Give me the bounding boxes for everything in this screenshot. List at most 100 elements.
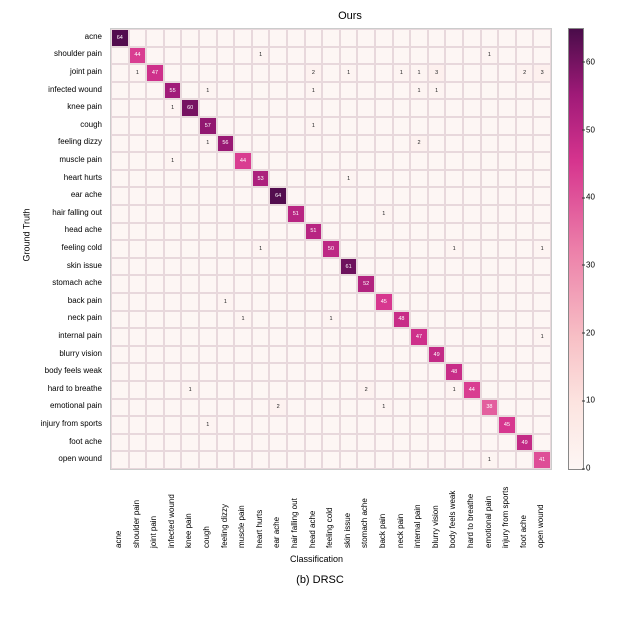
matrix-cell — [481, 434, 499, 452]
matrix-cell — [410, 205, 428, 223]
matrix-cell — [252, 328, 270, 346]
matrix-cell — [111, 135, 129, 153]
matrix-cell — [375, 99, 393, 117]
matrix-cell — [322, 434, 340, 452]
matrix-cell — [164, 117, 182, 135]
matrix-cell: 1 — [164, 99, 182, 117]
matrix-cell — [287, 170, 305, 188]
matrix-cell — [181, 82, 199, 100]
matrix-cell: 47 — [146, 64, 164, 82]
matrix-cell: 2 — [410, 135, 428, 153]
matrix-cell — [129, 223, 147, 241]
matrix-cell — [305, 363, 323, 381]
matrix-cell — [111, 64, 129, 82]
y-tick-label: neck pain — [10, 310, 106, 328]
matrix-cell — [111, 363, 129, 381]
matrix-cell — [111, 346, 129, 364]
x-tick-label: body feels weak — [444, 470, 462, 550]
matrix-cell — [393, 117, 411, 135]
matrix-cell — [533, 434, 551, 452]
x-tick-label: blurry vision — [427, 470, 445, 550]
matrix-cell — [410, 416, 428, 434]
matrix-cell — [340, 381, 358, 399]
matrix-cell — [445, 29, 463, 47]
matrix-cell — [445, 170, 463, 188]
matrix-cell — [463, 275, 481, 293]
matrix-cell — [357, 399, 375, 417]
matrix-cell — [146, 258, 164, 276]
matrix-cell — [322, 99, 340, 117]
matrix-cell: 2 — [357, 381, 375, 399]
matrix-cell — [357, 240, 375, 258]
matrix-cell — [129, 135, 147, 153]
matrix-cell — [428, 117, 446, 135]
matrix-cell — [111, 152, 129, 170]
matrix-cell — [393, 451, 411, 469]
matrix-cell — [445, 82, 463, 100]
matrix-cell — [234, 363, 252, 381]
matrix-cell — [287, 223, 305, 241]
matrix-cell: 51 — [287, 205, 305, 223]
matrix-cell — [428, 311, 446, 329]
confusion-matrix-grid: 6444111472111323551111160571156214453164… — [110, 28, 552, 470]
matrix-cell — [533, 363, 551, 381]
matrix-cell — [481, 82, 499, 100]
y-tick-label: shoulder pain — [10, 46, 106, 64]
matrix-cell — [199, 170, 217, 188]
matrix-cell — [533, 346, 551, 364]
matrix-cell — [287, 363, 305, 381]
matrix-cell: 1 — [181, 381, 199, 399]
matrix-cell — [533, 399, 551, 417]
matrix-cell — [129, 399, 147, 417]
matrix-cell — [234, 82, 252, 100]
matrix-cell — [516, 311, 534, 329]
matrix-cell — [287, 416, 305, 434]
colorbar-tick: 20 — [586, 328, 595, 337]
matrix-cell — [481, 275, 499, 293]
matrix-cell — [305, 187, 323, 205]
confusion-matrix-figure: Ours Ground Truth acneshoulder painjoint… — [10, 10, 630, 570]
matrix-cell — [234, 187, 252, 205]
colorbar-tick: 10 — [586, 396, 595, 405]
matrix-cell — [357, 135, 375, 153]
matrix-cell — [252, 451, 270, 469]
matrix-cell — [181, 135, 199, 153]
matrix-cell — [287, 434, 305, 452]
matrix-cell — [234, 117, 252, 135]
y-tick-label: blurry vision — [10, 345, 106, 363]
matrix-cell — [410, 240, 428, 258]
matrix-cell — [164, 381, 182, 399]
matrix-cell — [252, 152, 270, 170]
matrix-cell — [481, 328, 499, 346]
matrix-cell — [111, 47, 129, 65]
y-tick-label: internal pain — [10, 327, 106, 345]
matrix-cell — [269, 451, 287, 469]
matrix-cell — [129, 451, 147, 469]
matrix-cell — [305, 328, 323, 346]
matrix-cell — [269, 117, 287, 135]
matrix-cell — [498, 187, 516, 205]
matrix-cell — [498, 223, 516, 241]
matrix-cell: 44 — [463, 381, 481, 399]
matrix-cell — [463, 29, 481, 47]
matrix-cell: 56 — [217, 135, 235, 153]
matrix-cell — [234, 205, 252, 223]
matrix-cell — [375, 434, 393, 452]
matrix-cell — [164, 293, 182, 311]
matrix-cell — [445, 293, 463, 311]
matrix-cell — [287, 99, 305, 117]
matrix-cell — [498, 152, 516, 170]
matrix-cell — [146, 117, 164, 135]
matrix-cell — [481, 205, 499, 223]
matrix-cell — [357, 99, 375, 117]
matrix-cell — [146, 187, 164, 205]
matrix-cell — [111, 416, 129, 434]
matrix-cell — [357, 117, 375, 135]
matrix-cell — [146, 170, 164, 188]
matrix-cell — [322, 451, 340, 469]
matrix-cell — [217, 117, 235, 135]
matrix-cell — [234, 99, 252, 117]
matrix-cell — [129, 434, 147, 452]
matrix-cell — [305, 99, 323, 117]
matrix-cell — [199, 240, 217, 258]
